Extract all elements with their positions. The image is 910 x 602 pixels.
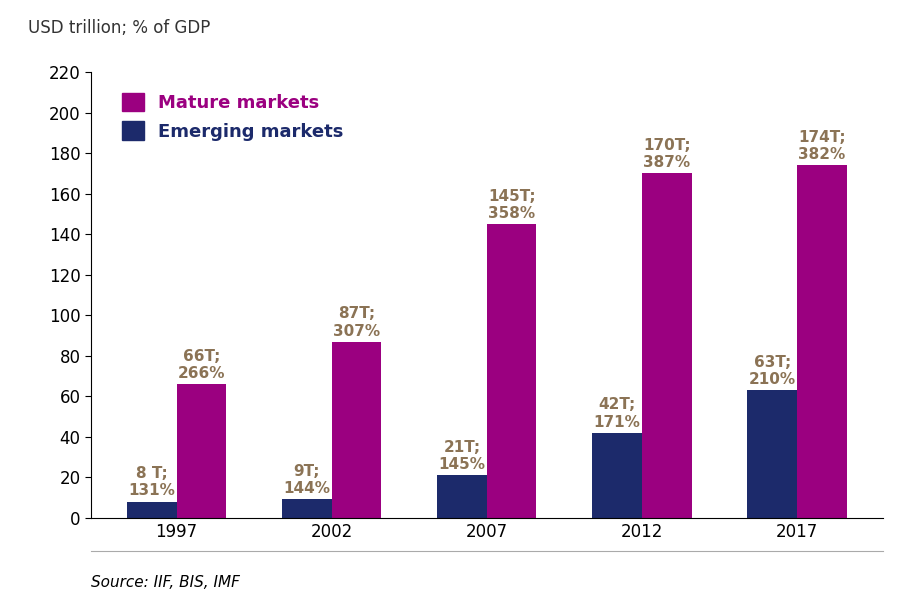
Bar <box>177 384 227 518</box>
Text: 145T;
358%: 145T; 358% <box>488 188 535 221</box>
Bar <box>797 166 846 518</box>
Text: 8 T;
131%: 8 T; 131% <box>128 466 176 498</box>
Text: 87T;
307%: 87T; 307% <box>333 306 380 338</box>
Bar <box>487 224 537 518</box>
Text: 174T;
382%: 174T; 382% <box>798 130 845 163</box>
Text: Source: IIF, BIS, IMF: Source: IIF, BIS, IMF <box>91 575 240 590</box>
Bar <box>437 475 487 518</box>
Text: 66T;
266%: 66T; 266% <box>177 349 225 381</box>
Bar <box>592 433 642 518</box>
Text: 42T;
171%: 42T; 171% <box>593 397 641 430</box>
Text: 170T;
387%: 170T; 387% <box>643 138 691 170</box>
Legend: Mature markets, Emerging markets: Mature markets, Emerging markets <box>115 85 350 147</box>
Bar <box>127 501 177 518</box>
Text: USD trillion; % of GDP: USD trillion; % of GDP <box>28 19 211 37</box>
Text: 21T;
145%: 21T; 145% <box>439 439 486 472</box>
Text: 9T;
144%: 9T; 144% <box>283 464 330 497</box>
Text: 63T;
210%: 63T; 210% <box>749 355 796 387</box>
Bar <box>332 341 381 518</box>
Bar <box>747 390 797 518</box>
Bar <box>642 173 692 518</box>
Bar <box>282 500 332 518</box>
